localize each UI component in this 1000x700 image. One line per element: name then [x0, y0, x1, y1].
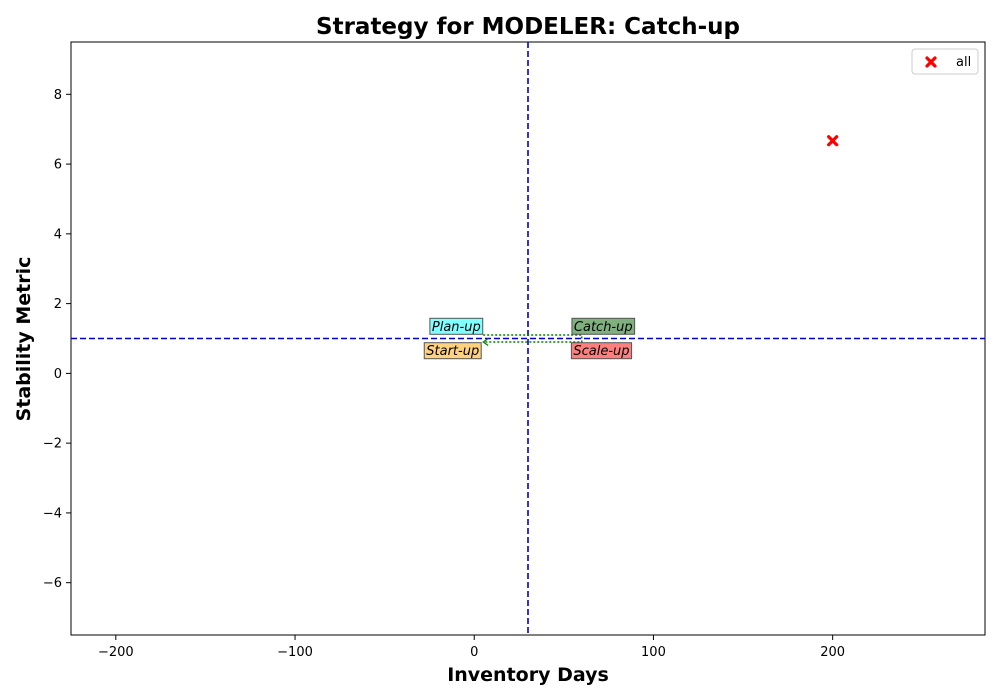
x-tick-label: −100 — [277, 645, 313, 660]
y-tick-label: 8 — [54, 88, 62, 103]
y-tick-label: −4 — [43, 506, 62, 521]
legend-entry-label: all — [956, 55, 971, 70]
quadrant-label: Start-up — [423, 342, 482, 360]
y-axis-label: Stability Metric — [13, 257, 35, 422]
quadrant-label-text: Start-up — [426, 344, 479, 359]
y-tick-label: −6 — [43, 576, 62, 591]
y-tick-label: 4 — [54, 227, 62, 242]
x-axis-label: Inventory Days — [447, 664, 609, 686]
legend: all — [911, 48, 979, 75]
legend-box — [911, 48, 979, 75]
quadrant-label-text: Catch-up — [574, 320, 633, 335]
quadrant-label-box — [571, 317, 636, 335]
legend-marker — [925, 56, 937, 68]
path-line — [483, 334, 583, 343]
reference-lines — [71, 42, 985, 635]
quadrant-label-text: Plan-up — [432, 320, 481, 335]
chart-title: Strategy for MODELER: Catch-up — [316, 14, 740, 40]
y-tick-label: 0 — [54, 367, 62, 382]
data-points — [827, 135, 839, 147]
quadrant-label-text: Scale-up — [573, 344, 629, 359]
quadrant-labels: Plan-up Catch-up Start-up Scale-up — [423, 317, 636, 360]
x-axis-ticks: −200 −100 0 100 200 — [98, 635, 845, 660]
x-tick-label: 200 — [820, 645, 845, 660]
legend-marker-x-icon — [925, 56, 937, 68]
quadrant-label-box — [423, 342, 482, 360]
y-tick-label: 2 — [54, 297, 62, 312]
y-tick-label: 6 — [54, 158, 62, 173]
quadrant-label: Plan-up — [429, 317, 484, 335]
data-point — [827, 135, 839, 147]
quadrant-label: Scale-up — [570, 342, 633, 360]
x-tick-label: −200 — [98, 645, 134, 660]
y-axis-ticks: −6 −4 −2 0 2 4 6 8 — [43, 88, 71, 591]
data-point-shape — [827, 135, 839, 147]
strategy-path — [482, 334, 583, 346]
quadrant-label-box — [429, 317, 484, 335]
y-tick-label: −2 — [43, 437, 62, 452]
legend-marker-shape — [925, 56, 937, 68]
quadrant-label-box — [570, 342, 633, 360]
x-tick-label: 0 — [470, 645, 478, 660]
quadrant-label: Catch-up — [571, 317, 636, 335]
path-arrowhead — [482, 337, 489, 346]
x-tick-label: 100 — [641, 645, 666, 660]
